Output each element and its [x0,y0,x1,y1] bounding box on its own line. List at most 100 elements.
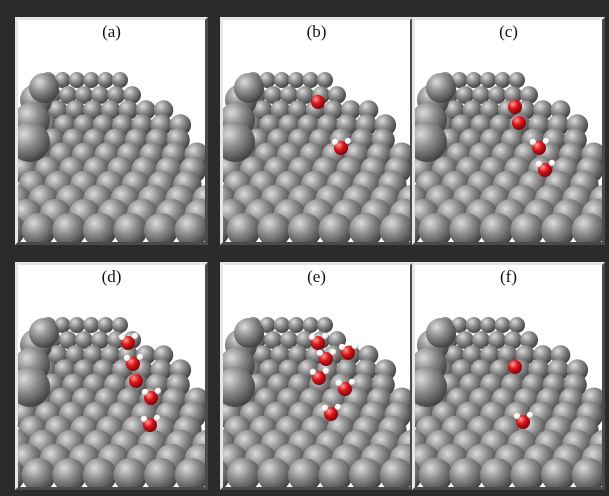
panel-label: (a) [102,22,121,41]
metal-atom [456,86,474,104]
metal-atom [68,72,85,88]
panel-label: (e) [307,267,326,286]
metal-atom [504,86,522,104]
water-molecule [508,360,522,374]
metal-atom [494,317,511,333]
metal-atom [510,213,545,242]
metal-atom [234,318,264,348]
metal-atom [257,458,292,487]
panel-label: (c) [499,22,518,41]
metal-atom [480,317,497,333]
metal-atom [541,458,575,487]
water-molecule [123,353,144,371]
oxygen-atom [144,391,158,405]
metal-atom [479,213,514,242]
metal-atom [426,318,456,348]
metal-slab [223,317,410,487]
metal-atom [462,100,483,120]
metal-atom [83,100,103,120]
water-molecule [118,332,139,350]
metal-atom [223,122,255,162]
molecular-scene [415,72,602,242]
metal-atom [510,458,545,487]
metal-slab [18,317,205,487]
hydrogen-atom [123,354,131,362]
metal-atom [144,458,178,487]
panel-b: (b) [220,17,413,245]
panel-label: (b) [306,22,327,41]
hydrogen-atom [344,137,352,145]
water-molecule [308,332,329,350]
metal-atom [270,100,291,120]
metal-atom [349,213,383,242]
hydrogen-atom [316,349,324,357]
metal-atom [113,458,148,487]
hydrogen-atom [321,332,329,340]
metal-atom [52,213,87,242]
metal-atom [144,213,178,242]
metal-atom [113,213,148,242]
metal-atom [288,100,308,120]
metal-atom [123,86,141,104]
water-molecule [129,374,143,388]
water-molecule [529,137,550,155]
metal-slab [415,72,602,242]
metal-atom [472,331,490,349]
metal-slab [18,72,205,242]
metal-atom [571,213,602,242]
metal-atom [472,86,490,104]
metal-atom [65,345,86,365]
molecular-scene [223,317,410,487]
water-molecule [513,411,534,429]
oxygen-atom [312,371,326,385]
metal-atom [59,331,77,349]
metal-atom [112,317,128,333]
metal-atom [449,458,484,487]
molecular-scene [18,72,205,242]
metal-atom [449,213,484,242]
metal-atom [75,86,93,104]
metal-atom [223,367,255,407]
oxygen-atom [129,374,143,388]
water-molecule [335,378,356,396]
panel-f: (f) [412,262,605,490]
metal-atom [107,86,125,104]
panel-label: (f) [500,267,517,286]
hydrogen-atom [535,160,543,168]
metal-atom [273,72,290,88]
oxygen-atom [532,141,546,155]
metal-atom [280,331,298,349]
metal-atom [318,213,353,242]
metal-atom [287,458,322,487]
metal-atom [494,72,511,88]
water-molecule [535,159,556,177]
oxygen-atom [311,336,325,350]
metal-atom [288,317,305,333]
metal-atom [465,317,482,333]
metal-atom [288,72,305,88]
metal-atom [318,458,353,487]
metal-atom [504,331,522,349]
metal-atom [226,458,261,487]
metal-atom [257,213,292,242]
metal-slab [415,317,602,487]
hydrogen-atom [140,415,148,423]
water-molecule [311,95,325,109]
hydrogen-atom [513,412,521,420]
metal-atom [415,367,447,407]
metal-atom [174,458,205,487]
metal-atom [97,317,114,333]
hydrogen-atom [153,414,161,422]
hydrogen-atom [136,353,144,361]
metal-atom [328,86,346,104]
hydrogen-atom [351,342,359,350]
panel-d: (d) [15,262,208,490]
metal-atom [302,72,319,88]
metal-atom [83,72,100,88]
metal-atom [488,86,506,104]
oxygen-atom [311,95,325,109]
hydrogen-atom [335,379,343,387]
panel-a: (a) [15,17,208,245]
hydrogen-atom [542,137,550,145]
